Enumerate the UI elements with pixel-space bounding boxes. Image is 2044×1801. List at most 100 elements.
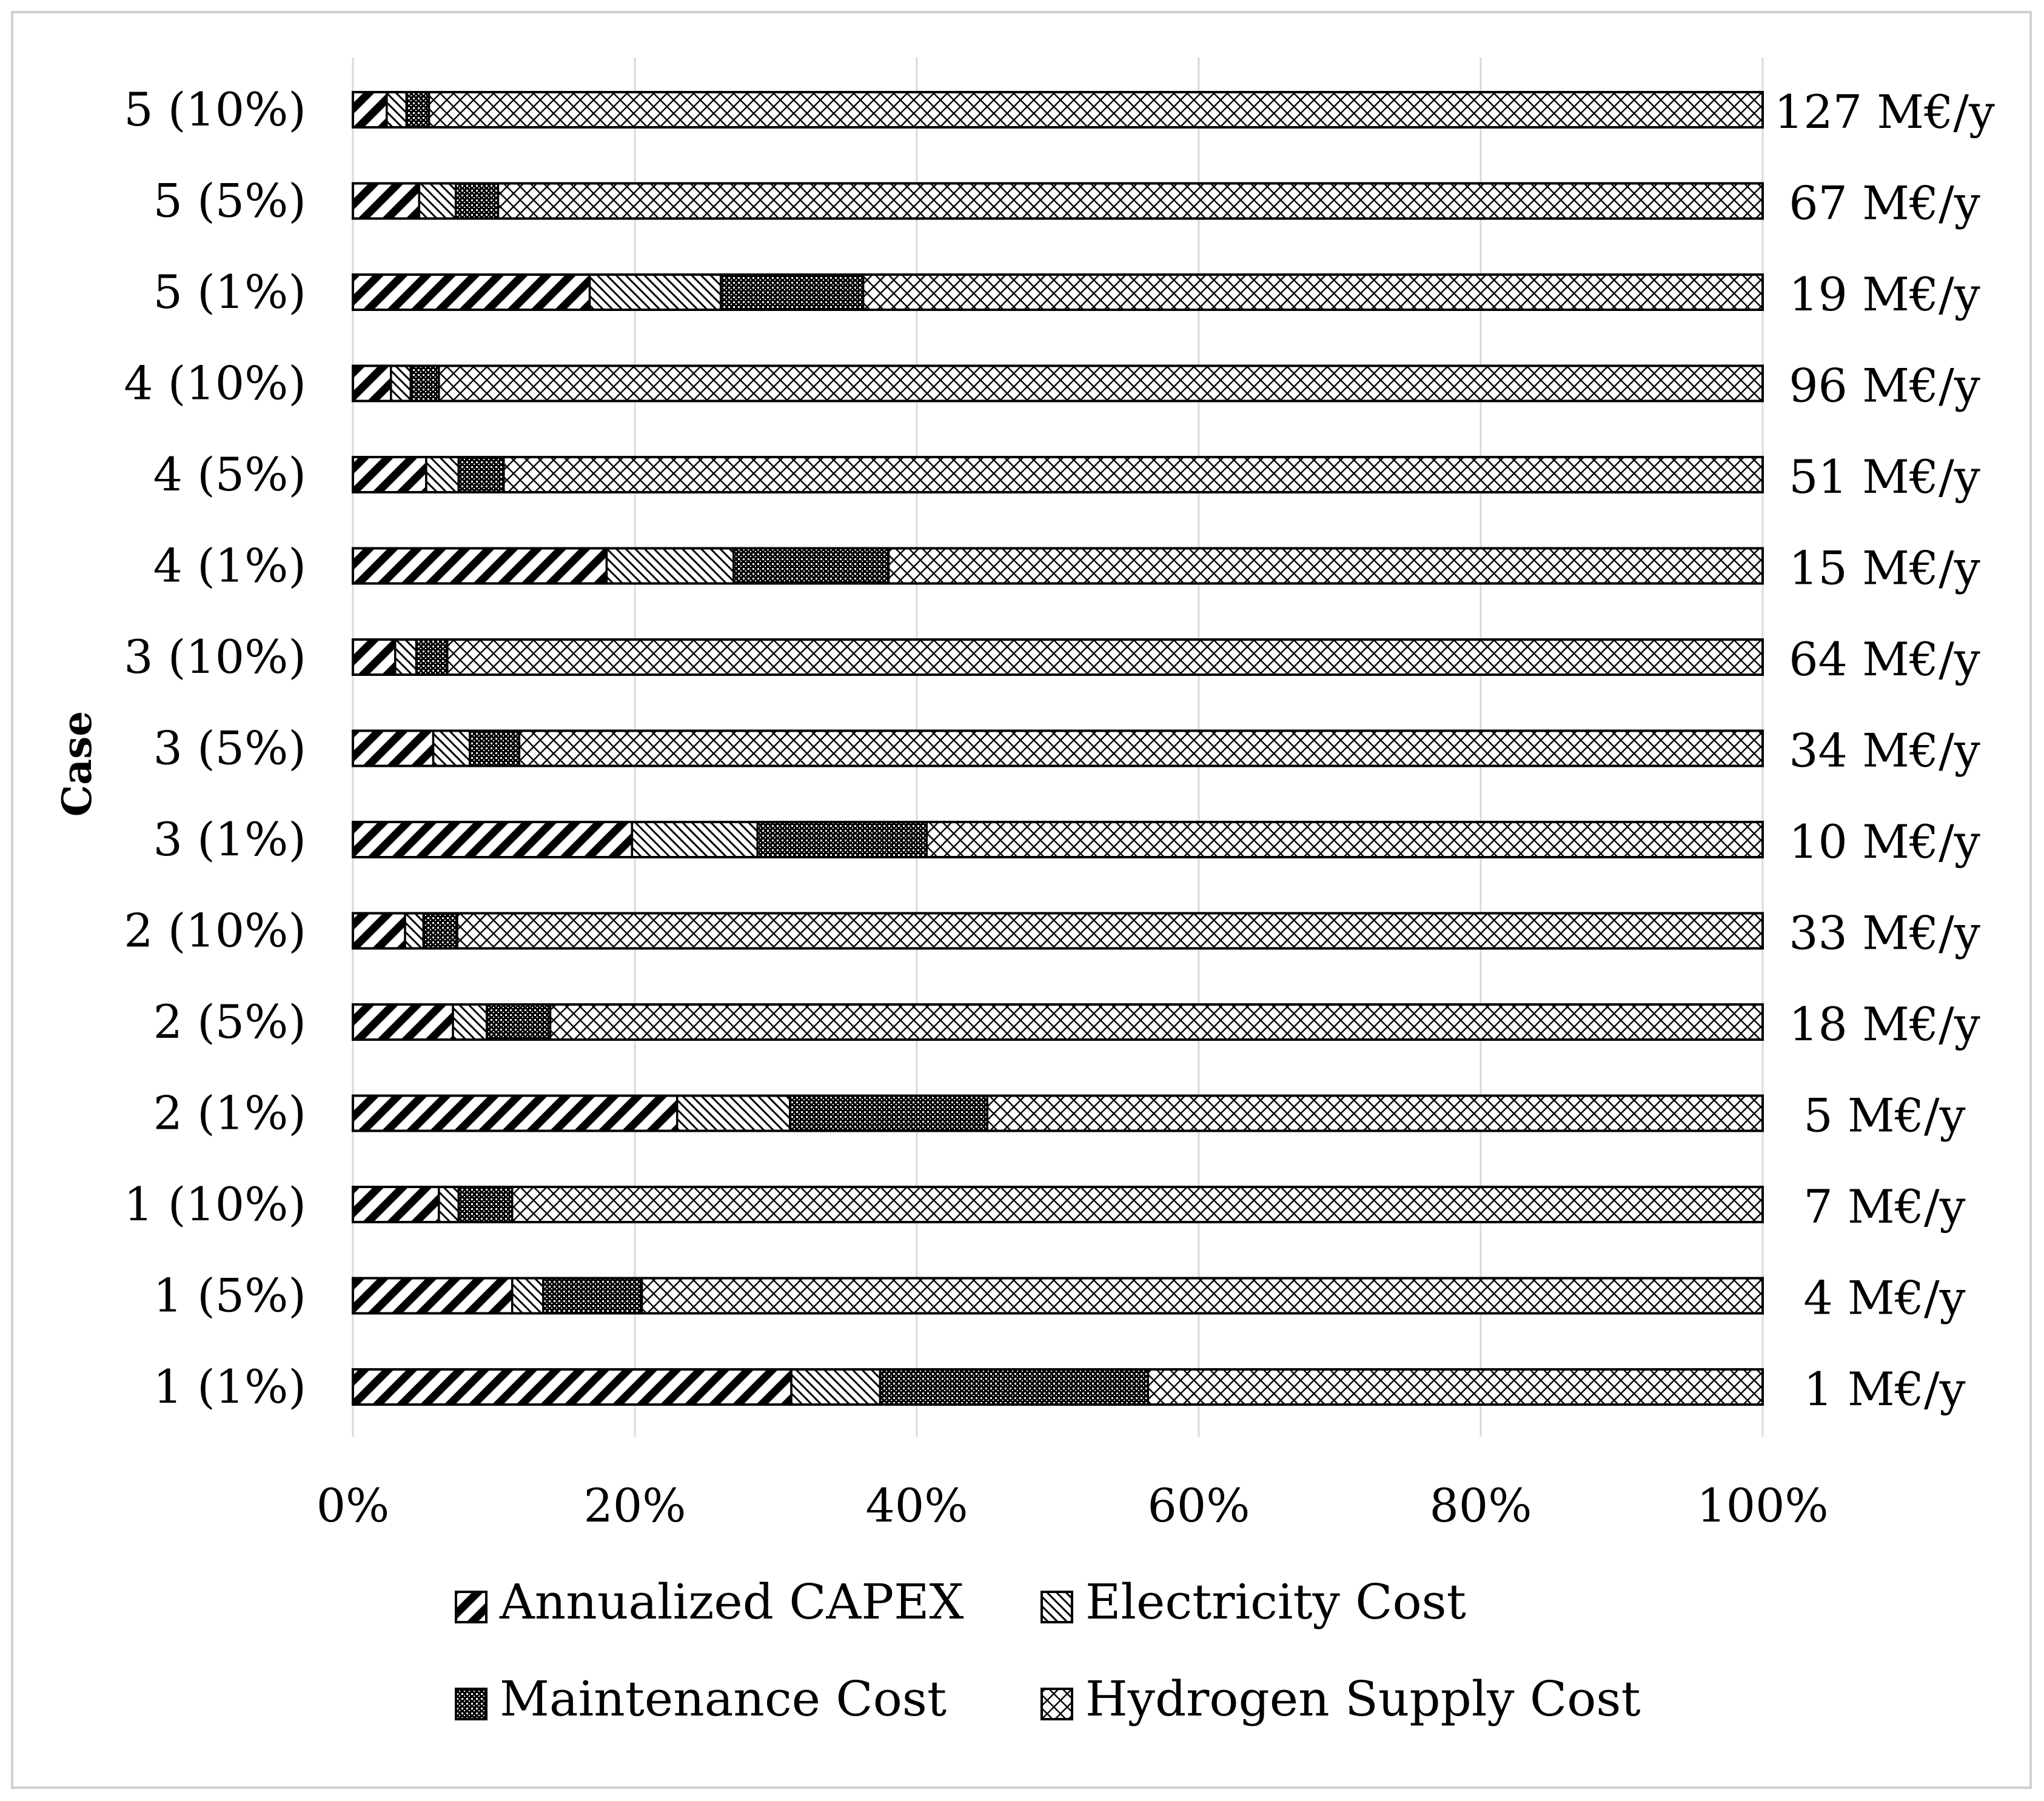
total-labels: 127 M€/y 67 M€/y 19 M€/y 96 M€/y 51 M€/y 15 M… bbox=[1774, 85, 1995, 1416]
total-label: 7 M€/y bbox=[1803, 1180, 1965, 1234]
bar-segment-maintenance-cost bbox=[542, 1277, 643, 1315]
category-labels: 5 (10%) 5 (5%) 5 (1%) 4 (10%) 4 (5%) 4 (1%) 3 … bbox=[124, 82, 306, 1414]
bar-outline bbox=[352, 91, 1764, 129]
bar-segment-annualized-capex bbox=[352, 729, 435, 767]
bar-outline bbox=[352, 912, 1764, 950]
bar-segment-maintenance-cost bbox=[732, 547, 890, 585]
bar-segment-hydrogen-supply-cost bbox=[456, 912, 1764, 950]
category-label: 1 (1%) bbox=[153, 1360, 306, 1414]
bar-segment-maintenance-cost bbox=[789, 1094, 988, 1132]
bar-segment-maintenance-cost bbox=[457, 456, 505, 493]
legend-swatch bbox=[455, 1688, 488, 1720]
legend-label: Annualized CAPEX bbox=[499, 1574, 964, 1630]
legend-label: Maintenance Cost bbox=[500, 1671, 947, 1727]
bar-outline bbox=[352, 364, 1764, 403]
bar-segment-electricity-cost bbox=[605, 547, 735, 585]
x-tick-label: 20% bbox=[584, 1479, 686, 1532]
bar-segment-maintenance-cost bbox=[457, 1186, 514, 1223]
bar-segment-hydrogen-supply-cost bbox=[503, 456, 1764, 493]
bar-segment-annualized-capex bbox=[352, 821, 634, 858]
total-label: 5 M€/y bbox=[1803, 1089, 1965, 1143]
category-label: 3 (1%) bbox=[153, 812, 306, 866]
bar-segment-electricity-cost bbox=[452, 1003, 488, 1041]
legend-swatch bbox=[1040, 1688, 1073, 1720]
bar-segment-hydrogen-supply-cost bbox=[427, 91, 1764, 129]
total-label: 127 M€/y bbox=[1774, 85, 1995, 139]
category-label: 1 (5%) bbox=[153, 1269, 306, 1323]
category-label: 2 (5%) bbox=[153, 995, 306, 1049]
total-label: 96 M€/y bbox=[1789, 359, 1980, 413]
total-label: 19 M€/y bbox=[1789, 267, 1980, 321]
bar-segment-maintenance-cost bbox=[405, 91, 431, 129]
category-label: 3 (5%) bbox=[153, 721, 306, 775]
bar-segment-hydrogen-supply-cost bbox=[518, 729, 1764, 767]
bar-segment-annualized-capex bbox=[352, 1186, 440, 1223]
legend-swatch bbox=[455, 1591, 488, 1623]
bar-segment-hydrogen-supply-cost bbox=[511, 1186, 1764, 1223]
x-tick-label: 80% bbox=[1430, 1479, 1532, 1532]
category-label: 1 (10%) bbox=[124, 1177, 306, 1231]
bar-segment-electricity-cost bbox=[588, 273, 722, 311]
category-label: 5 (10%) bbox=[124, 82, 306, 136]
bar-segment-annualized-capex bbox=[352, 1368, 792, 1406]
bar-segment-electricity-cost bbox=[404, 912, 425, 950]
bar-segment-hydrogen-supply-cost bbox=[862, 273, 1764, 311]
total-label: 64 M€/y bbox=[1789, 632, 1980, 686]
bar-outline bbox=[352, 273, 1764, 311]
bar-outline bbox=[352, 1368, 1764, 1406]
bar-segment-electricity-cost bbox=[390, 364, 412, 403]
bar-segment-annualized-capex bbox=[352, 182, 421, 220]
bar-segment-maintenance-cost bbox=[469, 729, 521, 767]
bar-segment-hydrogen-supply-cost bbox=[925, 821, 1764, 858]
bar-segment-hydrogen-supply-cost bbox=[640, 1277, 1764, 1315]
bar-outline bbox=[352, 821, 1764, 858]
bar-segment-maintenance-cost bbox=[409, 364, 440, 403]
bar-segment-maintenance-cost bbox=[454, 182, 500, 220]
bar-segment-hydrogen-supply-cost bbox=[1147, 1368, 1764, 1406]
legend-label: Hydrogen Supply Cost bbox=[1085, 1671, 1641, 1727]
bar-segment-maintenance-cost bbox=[415, 638, 449, 676]
bar-segment-annualized-capex bbox=[352, 364, 392, 403]
total-label: 15 M€/y bbox=[1789, 541, 1980, 595]
category-label: 5 (5%) bbox=[153, 174, 306, 228]
bar-segment-electricity-cost bbox=[511, 1277, 545, 1315]
bar-outline bbox=[352, 729, 1764, 767]
category-label: 4 (1%) bbox=[153, 539, 306, 593]
bar-segment-electricity-cost bbox=[676, 1094, 791, 1132]
category-label: 4 (5%) bbox=[153, 447, 306, 501]
bar-segment-hydrogen-supply-cost bbox=[446, 638, 1764, 676]
bar-segment-electricity-cost bbox=[386, 91, 408, 129]
bar-outline bbox=[352, 1277, 1764, 1315]
bar-segment-annualized-capex bbox=[352, 273, 591, 311]
bar-outline bbox=[352, 182, 1764, 220]
category-label: 4 (10%) bbox=[124, 356, 306, 410]
bar-outline bbox=[352, 547, 1764, 585]
total-label: 4 M€/y bbox=[1803, 1271, 1965, 1325]
total-label: 1 M€/y bbox=[1803, 1362, 1965, 1416]
bar-outline bbox=[352, 638, 1764, 676]
bar-segment-hydrogen-supply-cost bbox=[438, 364, 1764, 403]
bar-segment-maintenance-cost bbox=[720, 273, 865, 311]
bar-segment-annualized-capex bbox=[352, 1277, 514, 1315]
total-label: 33 M€/y bbox=[1789, 906, 1980, 960]
bar-segment-electricity-cost bbox=[438, 1186, 460, 1223]
bar-segment-electricity-cost bbox=[418, 182, 457, 220]
bar-segment-maintenance-cost bbox=[422, 912, 458, 950]
bar-segment-electricity-cost bbox=[790, 1368, 882, 1406]
total-label: 34 M€/y bbox=[1789, 724, 1980, 778]
total-label: 10 M€/y bbox=[1789, 815, 1980, 869]
category-label: 2 (1%) bbox=[153, 1086, 306, 1140]
legend-label: Electricity Cost bbox=[1085, 1574, 1466, 1630]
category-label: 3 (10%) bbox=[124, 630, 306, 684]
bar-segment-annualized-capex bbox=[352, 912, 406, 950]
bar-outline bbox=[352, 456, 1764, 493]
total-label: 51 M€/y bbox=[1789, 450, 1980, 504]
x-tick-label: 60% bbox=[1148, 1479, 1250, 1532]
bar-segment-maintenance-cost bbox=[486, 1003, 552, 1041]
x-tick-label: 0% bbox=[317, 1479, 390, 1532]
bar-outline bbox=[352, 1186, 1764, 1223]
x-tick-label: 40% bbox=[866, 1479, 968, 1532]
bar-outline bbox=[352, 1094, 1764, 1132]
bar-segment-hydrogen-supply-cost bbox=[497, 182, 1764, 220]
